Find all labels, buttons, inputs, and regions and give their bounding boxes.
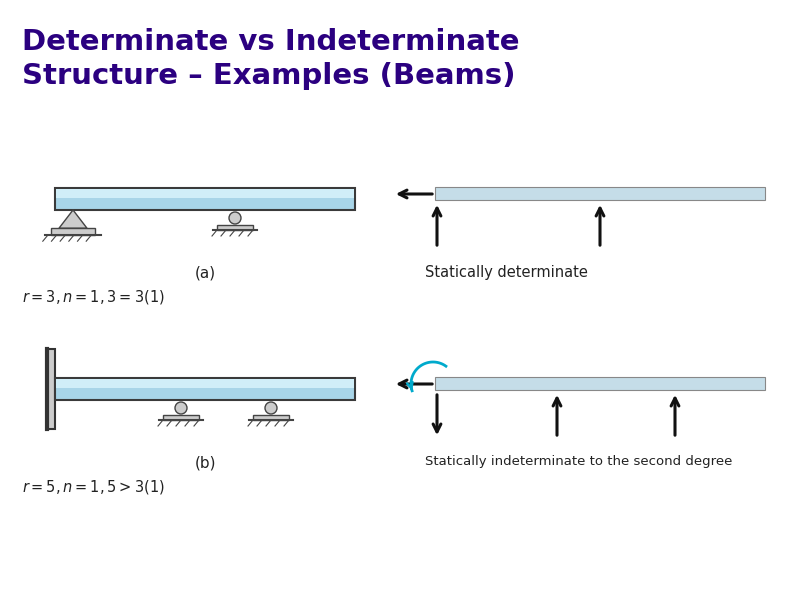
Text: Statically determinate: Statically determinate: [425, 265, 588, 280]
Text: $r = 5, n = 1, 5 > 3(1)$: $r = 5, n = 1, 5 > 3(1)$: [22, 478, 165, 496]
Bar: [163, 415, 199, 420]
Circle shape: [265, 402, 277, 414]
Circle shape: [175, 402, 187, 414]
Polygon shape: [59, 210, 87, 228]
Bar: [55, 188, 355, 210]
Text: $r = 3, n = 1, 3 = 3(1)$: $r = 3, n = 1, 3 = 3(1)$: [22, 288, 165, 306]
Text: Statically indeterminate to the second degree: Statically indeterminate to the second d…: [425, 455, 732, 468]
Bar: [55, 378, 355, 400]
Text: (a): (a): [194, 265, 215, 280]
Bar: [253, 415, 289, 420]
Text: (b): (b): [194, 455, 216, 470]
Bar: [435, 187, 765, 200]
Circle shape: [229, 212, 241, 224]
Bar: [56, 189, 354, 198]
Text: Structure – Examples (Beams): Structure – Examples (Beams): [22, 62, 515, 90]
Bar: [50, 228, 95, 235]
Bar: [56, 379, 354, 388]
Bar: [47, 349, 55, 429]
Bar: [217, 225, 253, 230]
Bar: [435, 377, 765, 390]
Text: Determinate vs Indeterminate: Determinate vs Indeterminate: [22, 28, 519, 56]
